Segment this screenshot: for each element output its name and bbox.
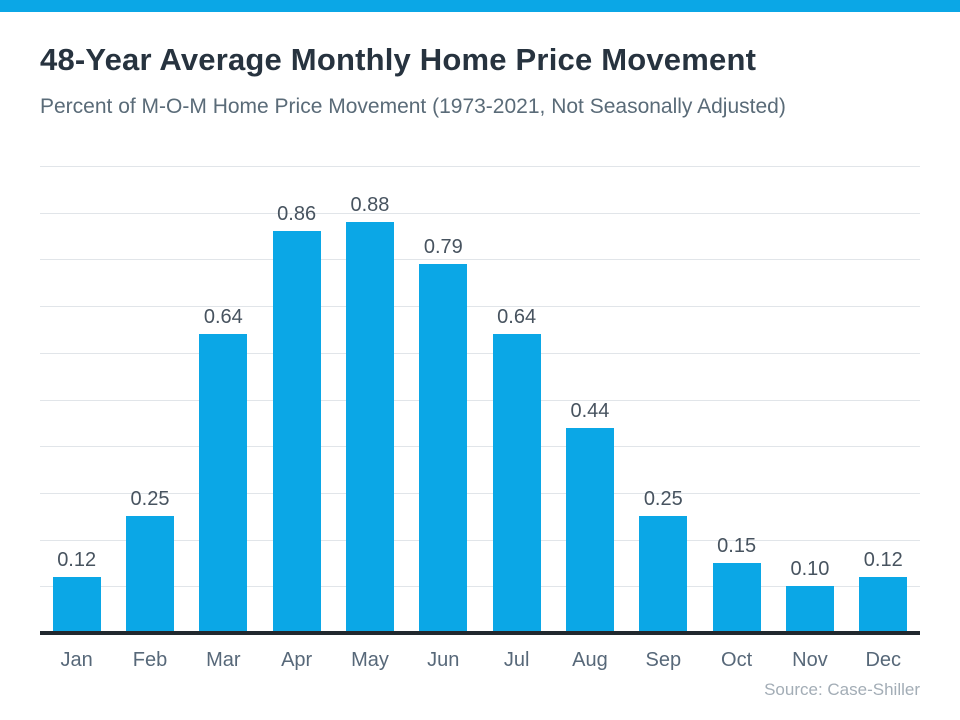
bar-sep [639, 516, 688, 633]
source-credit: Source: Case-Shiller [764, 680, 920, 699]
bar-value-label-nov: 0.10 [790, 558, 830, 580]
x-tick-aug: Aug [572, 649, 608, 671]
bar-value-label-dec: 0.12 [863, 549, 903, 571]
bar-slot-may: 0.88 [333, 195, 406, 633]
gridline-0.6 [40, 353, 920, 354]
bar-slot-dec: 0.12 [847, 550, 920, 633]
bar-oct [712, 563, 761, 633]
bar-jun [419, 264, 468, 633]
x-tick-may: May [351, 649, 389, 671]
bar-jan [52, 577, 101, 633]
bar-slot-oct: 0.15 [700, 536, 773, 633]
gridline-0.8 [40, 259, 920, 260]
x-tick-jul: Jul [503, 649, 530, 671]
bar-jul [492, 334, 541, 633]
x-tick-dec: Dec [865, 649, 902, 671]
bar-value-label-mar: 0.64 [203, 306, 243, 328]
x-tick-feb: Feb [132, 649, 168, 671]
x-axis-line [40, 631, 920, 635]
gridline-1.0 [40, 166, 920, 167]
x-tick-jan: Jan [60, 649, 93, 671]
bar-value-label-may: 0.88 [350, 194, 390, 216]
bar-slot-jun: 0.79 [407, 237, 480, 633]
plot-area: 0.12 0.25 0.64 0.86 0.88 0.79 0.64 0.44 0.25 0.15… [40, 166, 920, 635]
bar-slot-nov: 0.10 [773, 559, 846, 633]
bar-slot-jan: 0.12 [40, 550, 113, 633]
bar-slot-apr: 0.86 [260, 204, 333, 633]
gridline-0.5 [40, 400, 920, 401]
x-tick-nov: Nov [792, 649, 828, 671]
bar-slot-feb: 0.25 [113, 489, 186, 633]
gridline-0.3 [40, 493, 920, 494]
bar-feb [125, 516, 174, 633]
bar-apr [272, 231, 321, 633]
bar-value-label-jan: 0.12 [57, 549, 97, 571]
x-tick-sep: Sep [645, 649, 682, 671]
bar-nov [785, 586, 834, 633]
bar-value-label-apr: 0.86 [277, 203, 317, 225]
chart-title: 48-Year Average Monthly Home Price Movem… [40, 42, 757, 77]
bar-slot-aug: 0.44 [553, 401, 626, 633]
bar-dec [859, 577, 908, 633]
bar-value-label-aug: 0.44 [570, 400, 610, 422]
x-axis-labels: Jan Feb Mar Apr May Jun Jul Aug Sep Oct Nov Dec [40, 649, 920, 672]
bar-value-label-sep: 0.25 [643, 488, 683, 510]
bar-slot-mar: 0.64 [187, 307, 260, 633]
bar-may [345, 222, 394, 633]
top-accent-bar [0, 0, 960, 12]
bars-container: 0.12 0.25 0.64 0.86 0.88 0.79 0.64 0.44 0.25 0.15… [40, 166, 920, 633]
gridline-0.1 [40, 586, 920, 587]
x-tick-oct: Oct [721, 649, 753, 671]
bar-value-label-jul: 0.64 [497, 306, 537, 328]
chart-subtitle: Percent of M-O-M Home Price Movement (19… [40, 95, 786, 118]
bar-value-label-oct: 0.15 [717, 535, 757, 557]
gridline-0.4 [40, 446, 920, 447]
bar-aug [565, 428, 614, 633]
x-tick-mar: Mar [206, 649, 241, 671]
gridline-0.9 [40, 213, 920, 214]
bar-mar [199, 334, 248, 633]
bar-slot-jul: 0.64 [480, 307, 553, 633]
bar-value-label-jun: 0.79 [423, 236, 463, 258]
bar-slot-sep: 0.25 [627, 489, 700, 633]
bar-value-label-feb: 0.25 [130, 488, 170, 510]
gridline-0.2 [40, 540, 920, 541]
x-tick-jun: Jun [427, 649, 460, 671]
x-tick-apr: Apr [281, 649, 313, 671]
gridline-0.7 [40, 306, 920, 307]
